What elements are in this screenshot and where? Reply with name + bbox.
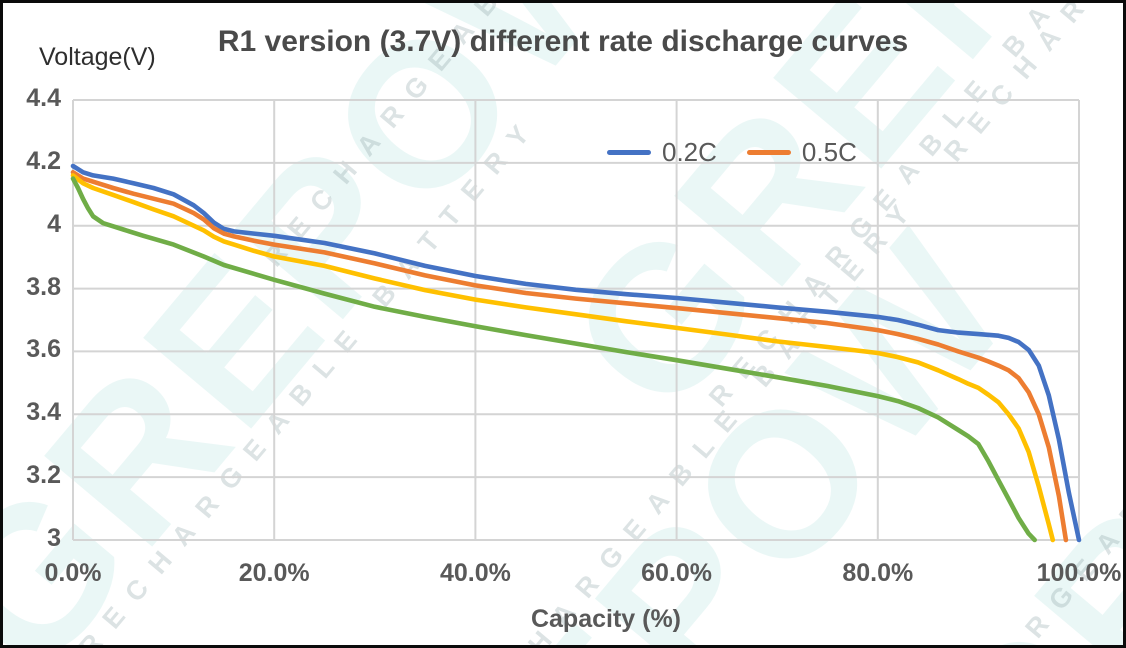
discharge-curve-series4 bbox=[70, 176, 1037, 543]
legend-label: 0.5C bbox=[801, 137, 857, 167]
legend-label: 0.2C bbox=[662, 137, 717, 167]
discharge-curve-0.5C bbox=[70, 170, 1069, 543]
x-axis-title: Capacity (%) bbox=[530, 605, 682, 633]
x-tick-label: 60.0% bbox=[641, 559, 713, 587]
y-tick-label: 3.6 bbox=[26, 335, 61, 364]
y-tick-label: 3 bbox=[47, 524, 61, 552]
x-tick-label: 80.0% bbox=[842, 559, 914, 587]
legend-item-0.5C: 0.5C bbox=[746, 137, 857, 168]
x-tick-label: 40.0% bbox=[439, 559, 511, 587]
y-tick-label: 4.4 bbox=[26, 84, 61, 112]
legend-line-swatch bbox=[607, 150, 651, 155]
x-tick-label: 100.0% bbox=[1036, 559, 1122, 587]
y-tick-label: 3.4 bbox=[26, 398, 61, 427]
y-tick-label: 3.8 bbox=[26, 272, 61, 301]
legend-line-swatch bbox=[746, 150, 791, 155]
discharge-curves-plot bbox=[70, 99, 1082, 543]
y-tick-label: 3.2 bbox=[26, 461, 61, 490]
chart-title: R1 version (3.7V) different rate dischar… bbox=[217, 25, 909, 58]
discharge-curve-series3 bbox=[70, 173, 1056, 543]
x-tick-label: 0.0% bbox=[44, 559, 102, 587]
chart-legend: 0.2C 0.5C bbox=[607, 137, 857, 168]
y-tick-label: 4 bbox=[47, 209, 61, 238]
y-tick-label: 4.2 bbox=[26, 146, 61, 175]
legend-item-0.2C: 0.2C bbox=[607, 137, 717, 168]
y-axis-title: Voltage(V) bbox=[39, 43, 156, 71]
x-tick-label: 20.0% bbox=[238, 559, 310, 587]
discharge-curve-0.2C bbox=[70, 163, 1082, 543]
